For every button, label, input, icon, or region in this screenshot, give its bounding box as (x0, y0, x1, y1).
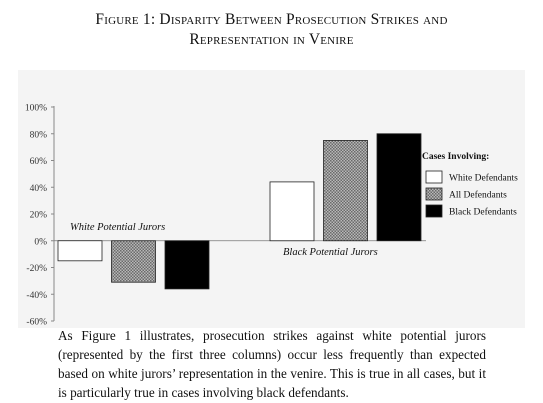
legend-label-all-defendants: All Defendants (449, 190, 507, 201)
legend-swatch-white-defendants (425, 170, 443, 184)
legend-title: Cases Involving: (422, 152, 489, 162)
group-label-white-potential-jurors: White Potential Jurors (70, 222, 165, 233)
legend-label-black-defendants: Black Defendants (449, 207, 517, 218)
legend-label-white-defendants: White Defendants (449, 173, 518, 184)
y-tick-label: 100% (25, 104, 47, 114)
y-tick-label: 40% (30, 184, 48, 194)
y-tick-label: 20% (30, 211, 48, 221)
chart-area: 100% 80% 60% 40% 20% 0% -20% -40% -60% White Pot… (18, 70, 525, 328)
figure-title-line-2: Representation in Venire (189, 31, 354, 48)
figure-title: Figure 1: Disparity Between Prosecution … (0, 10, 543, 50)
bar-black-potential-jurors-white-defendants (269, 181, 315, 242)
legend-swatch-black-defendants (425, 204, 443, 218)
group-label-black-potential-jurors: Black Potential Jurors (283, 247, 378, 258)
bar-black-potential-jurors-black-defendants (376, 133, 422, 242)
bar-chart: 100% 80% 60% 40% 20% 0% -20% -40% -60% White Pot… (25, 104, 518, 328)
y-tick-label: 0% (34, 237, 47, 247)
y-tick-label: -40% (26, 291, 47, 301)
figure-title-line-1: Figure 1: Disparity Between Prosecution … (95, 11, 448, 28)
y-tick-label: -60% (26, 318, 47, 328)
bar-white-potential-jurors-white-defendants (57, 240, 103, 262)
bar-white-potential-jurors-all-defendants (111, 240, 156, 283)
figure-caption: As Figure 1 illustrates, prosecution str… (58, 328, 486, 400)
y-tick-label: -20% (26, 264, 47, 274)
bar-black-potential-jurors-all-defendants (323, 140, 368, 242)
y-tick-label: 80% (30, 130, 48, 140)
legend-swatch-all-defendants (425, 187, 443, 201)
y-tick-label: 60% (30, 157, 48, 167)
bar-white-potential-jurors-black-defendants (164, 240, 210, 290)
